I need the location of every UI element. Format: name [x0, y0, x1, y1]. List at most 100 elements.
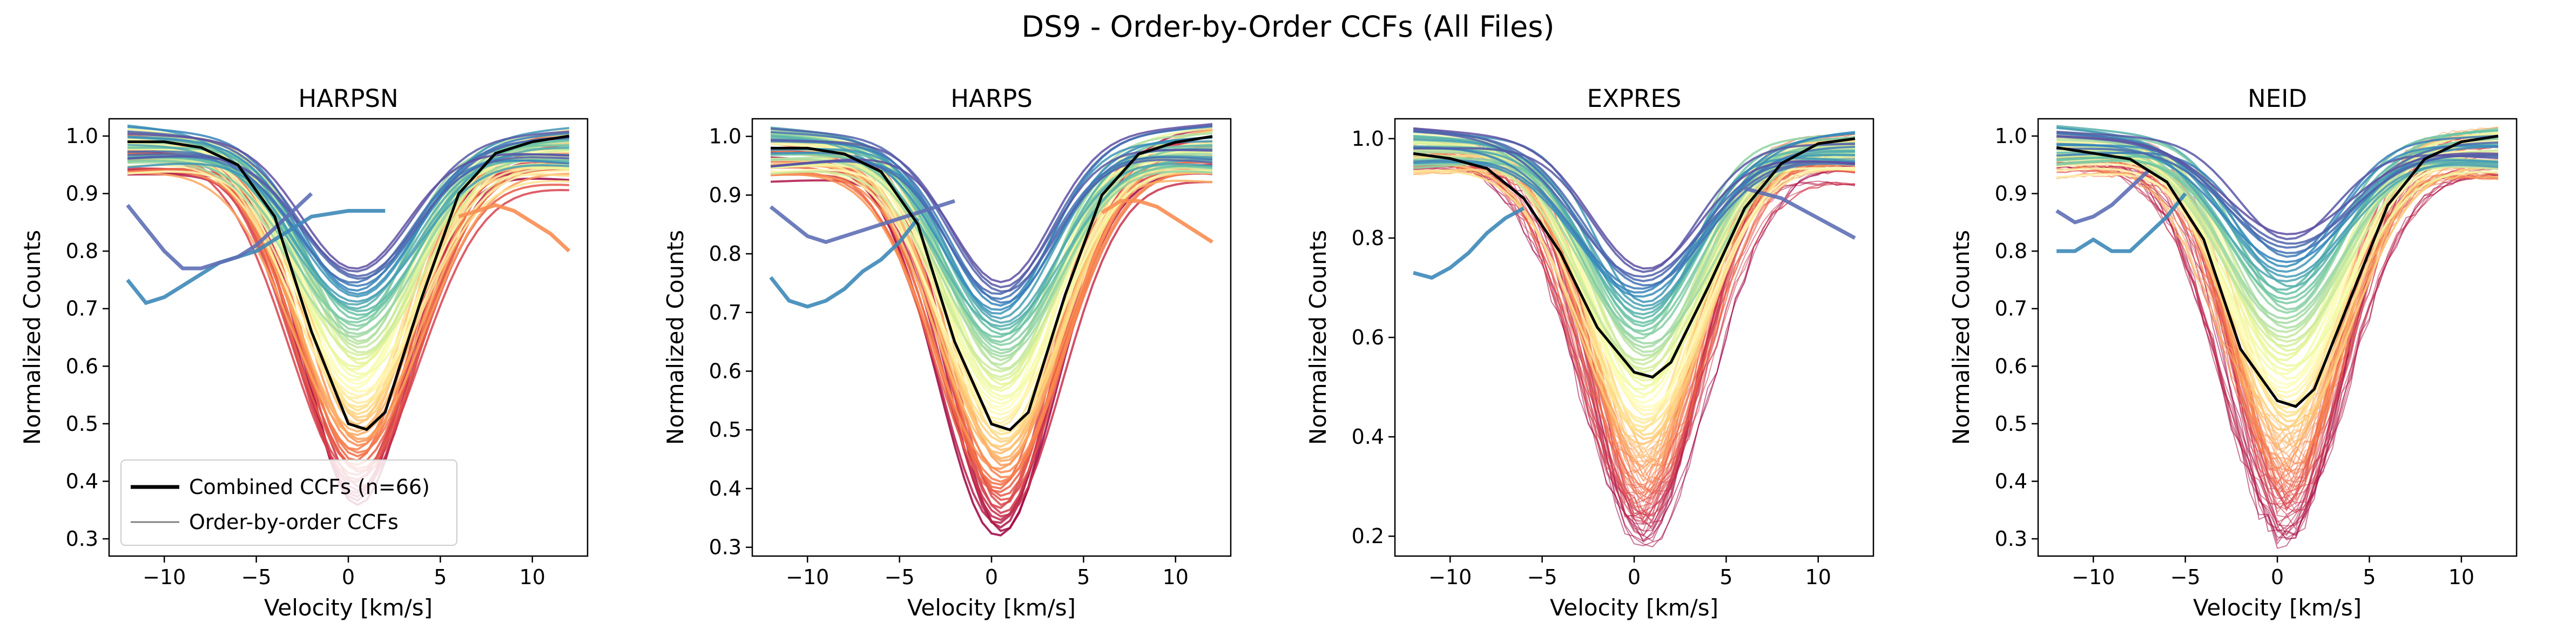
y-tick-label: 1.0 [709, 125, 741, 148]
panels: −10 −5 0 5 10 0.3 0.4 0.5 0.6 0.7 0.8 0.9 1.0 HARPSN V… [19, 84, 2518, 621]
order-ccf-line [2056, 128, 2499, 304]
combined-ccf-line [2056, 134, 2499, 408]
order-ccf-line [770, 123, 1213, 283]
combined-ccf-line [771, 135, 1213, 432]
y-tick-label: 0.9 [709, 183, 741, 207]
x-tick-label: 10 [1805, 565, 1831, 589]
y-tick-label: 1.0 [1995, 124, 2027, 148]
y-tick-label: 0.6 [1352, 326, 1384, 349]
x-tick-label: 0 [2271, 565, 2284, 589]
x-tick-label: 10 [520, 565, 545, 589]
y-tick-label: 0.6 [66, 354, 98, 378]
order-ccf-line [770, 126, 1213, 324]
order-ccf-line [770, 131, 1213, 300]
order-ccf-line [2056, 153, 2499, 447]
order-ccf-line [1413, 161, 1855, 547]
order-ccf-lines [2055, 125, 2499, 549]
order-ccf-line [127, 137, 569, 284]
y-tick-label: 0.3 [1995, 527, 2027, 551]
order-ccf-line [2056, 126, 2499, 278]
order-ccf-line [2056, 144, 2498, 268]
x-tick-label: 0 [1628, 565, 1641, 589]
y-tick-label: 0.4 [1352, 425, 1384, 449]
panel-title: NEID [2248, 84, 2307, 113]
order-ccf-line [1413, 134, 1855, 333]
order-ccf-line [2056, 134, 2498, 258]
y-tick-label: 0.2 [1352, 524, 1384, 548]
distorted-order-line [1101, 199, 1213, 244]
y-tick-label: 0.4 [709, 477, 741, 500]
panel-expres: −10 −5 0 5 10 0.2 0.4 0.6 0.8 1.0 EXPRES Velocity [… [1305, 84, 1874, 621]
order-ccf-lines [769, 123, 1213, 537]
y-tick-label: 1.0 [1352, 127, 1384, 151]
y-tick-label: 0.7 [66, 297, 98, 321]
y-tick-label: 0.8 [66, 239, 98, 263]
x-tick-label: −10 [143, 565, 186, 589]
x-tick-label: 10 [2449, 565, 2474, 589]
y-axis-label: Normalized Counts [1305, 230, 1331, 445]
y-tick-label: 0.9 [66, 182, 98, 206]
x-tick-label: 5 [1077, 565, 1090, 589]
distorted-order-line [769, 217, 920, 309]
y-axis-label: Normalized Counts [1948, 230, 1974, 445]
x-tick-label: 0 [342, 565, 355, 589]
x-tick-label: 0 [985, 565, 998, 589]
x-tick-label: −10 [786, 565, 829, 589]
x-tick-label: −10 [2072, 565, 2115, 589]
order-ccf-line [1413, 147, 1856, 429]
order-ccf-line [127, 132, 570, 287]
distorted-order-line [2056, 192, 2187, 253]
y-tick-label: 0.3 [709, 536, 741, 559]
figure-suptitle: DS9 - Order-by-Order CCFs (All Files) [1022, 10, 1555, 44]
order-ccf-line [1413, 146, 1855, 290]
order-ccf-line [127, 157, 570, 436]
distorted-order-line [1413, 206, 1525, 280]
order-ccf-line [127, 136, 569, 295]
order-ccf-line [771, 149, 1213, 470]
order-ccf-line [2056, 129, 2499, 295]
y-tick-label: 0.5 [709, 418, 741, 442]
distorted-order-line [2055, 169, 2150, 225]
combined-ccf-line [1413, 137, 1856, 379]
order-ccf-line [1413, 143, 1855, 273]
order-ccf-line [127, 130, 570, 273]
y-tick-label: 0.8 [709, 242, 741, 266]
x-axis-label: Velocity [km/s] [264, 594, 433, 621]
y-tick-label: 0.7 [709, 301, 741, 324]
panel-title: HARPSN [298, 84, 398, 113]
y-tick-label: 0.6 [709, 360, 741, 383]
y-tick-label: 0.4 [66, 469, 98, 493]
y-tick-label: 0.9 [1995, 182, 2027, 206]
x-tick-label: −5 [1527, 565, 1557, 589]
x-tick-label: −5 [885, 565, 915, 589]
legend: Combined CCFs (n=66) Order-by-order CCFs [120, 459, 457, 546]
order-ccf-line [1413, 138, 1855, 307]
order-ccf-line [771, 139, 1212, 289]
x-axis-label: Velocity [km/s] [907, 594, 1076, 621]
y-tick-label: 0.5 [1995, 412, 2027, 436]
panel-neid: −10 −5 0 5 10 0.3 0.4 0.5 0.6 0.7 0.8 0.9 1.0 NEID Vel… [1948, 84, 2518, 621]
legend-box [120, 459, 457, 546]
order-ccf-line [770, 125, 1213, 295]
order-ccf-line [2056, 135, 2498, 245]
order-ccf-line [2056, 141, 2499, 375]
x-tick-label: −5 [2170, 565, 2201, 589]
order-ccf-line [2056, 143, 2498, 263]
order-ccf-line [127, 136, 569, 310]
order-ccf-line [2056, 125, 2499, 288]
order-ccf-line [127, 136, 570, 280]
y-tick-label: 1.0 [66, 124, 98, 148]
legend-order-label: Order-by-order CCFs [189, 510, 399, 534]
y-tick-label: 0.5 [66, 412, 98, 436]
panel-title: HARPS [950, 84, 1033, 113]
x-tick-label: 10 [1163, 565, 1189, 589]
x-axis-label: Velocity [km/s] [2193, 594, 2362, 621]
y-tick-label: 0.3 [66, 527, 98, 551]
combined-ccf-line [127, 134, 570, 431]
x-tick-label: 5 [434, 565, 447, 589]
order-ccf-line [771, 143, 1213, 358]
order-ccf-line [770, 135, 1212, 328]
order-ccf-line [2056, 131, 2499, 240]
order-ccf-line [2056, 164, 2499, 523]
